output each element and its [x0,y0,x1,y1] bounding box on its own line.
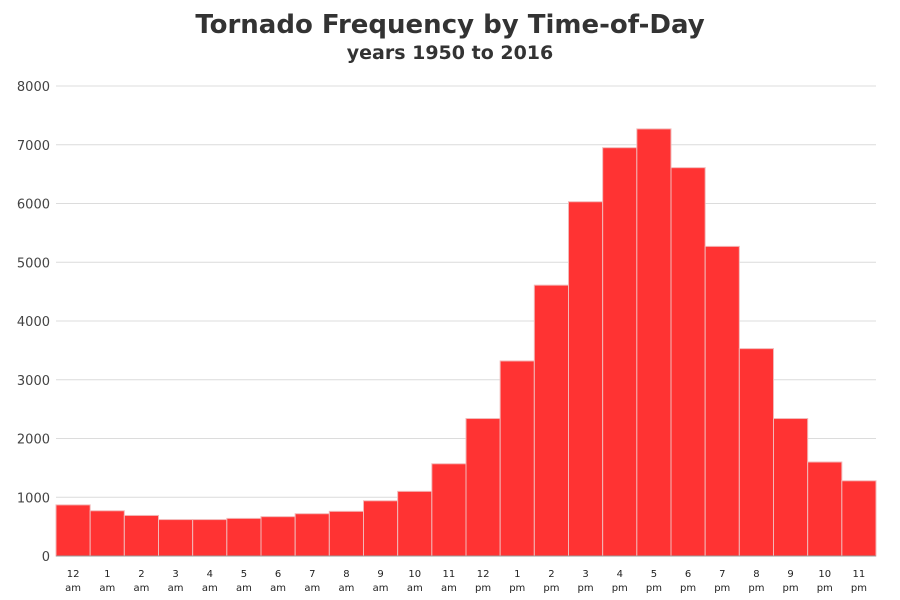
y-tick-label: 4000 [17,315,50,330]
x-tick-period: am [99,583,115,594]
y-tick-label: 7000 [17,139,50,154]
x-tick-period: pm [543,583,559,594]
bar [704,245,740,557]
x-tick-hour: 5 [241,569,247,580]
x-tick-hour: 1 [104,569,110,580]
bar [192,519,228,557]
x-tick-hour: 7 [309,569,315,580]
x-tick-period: pm [714,583,730,594]
bar [431,463,467,557]
bar [363,500,399,557]
x-tick-hour: 12 [477,569,490,580]
bars [55,128,877,557]
x-tick-hour: 9 [377,569,383,580]
x-tick-period: am [304,583,320,594]
x-tick-period: pm [851,583,867,594]
x-tick-hour: 12 [67,569,80,580]
x-tick-period: am [373,583,389,594]
x-tick-period: am [441,583,457,594]
bar [841,480,877,557]
x-tick-hour: 4 [617,569,623,580]
bar [499,360,535,557]
x-tick-hour: 10 [408,569,421,580]
x-tick-period: pm [646,583,662,594]
bar [636,128,672,557]
x-tick-period: am [407,583,423,594]
bar [55,504,91,557]
bar [328,510,365,557]
x-tick-hour: 7 [719,569,725,580]
bar [533,284,569,557]
x-tick-period: pm [817,583,833,594]
x-tick-period: am [133,583,149,594]
bar [670,167,706,557]
x-tick-period: am [338,583,354,594]
y-tick-label: 2000 [17,433,50,448]
y-tick-label: 3000 [17,374,50,389]
x-tick-period: am [236,583,252,594]
x-tick-hour: 9 [787,569,793,580]
x-tick-hour: 2 [548,569,554,580]
chart-title: Tornado Frequency by Time-of-Day [195,10,704,40]
chart-subtitle: years 1950 to 2016 [347,42,554,64]
y-axis-tick-labels: 0 1000 2000 3000 4000 5000 6000 7000 8000 [17,80,50,565]
x-tick-hour: 8 [343,569,349,580]
bar [738,348,774,557]
x-tick-hour: 2 [138,569,144,580]
x-tick-hour: 5 [651,569,657,580]
bar [123,514,160,557]
x-tick-hour: 3 [172,569,178,580]
bar [226,517,262,557]
bar [260,516,296,557]
bar [89,510,125,557]
x-tick-period: am [270,583,286,594]
x-tick-hour: 1 [514,569,520,580]
x-tick-period: am [168,583,184,594]
x-tick-hour: 6 [275,569,281,580]
x-tick-period: pm [578,583,594,594]
bar [568,201,604,557]
y-tick-label: 6000 [17,198,50,213]
y-tick-label: 1000 [17,491,50,506]
x-tick-period: pm [783,583,799,594]
x-tick-hour: 8 [753,569,759,580]
x-tick-hour: 11 [443,569,456,580]
x-tick-period: pm [612,583,628,594]
gridlines [56,85,876,498]
y-tick-label: 5000 [17,256,50,271]
x-tick-period: am [65,583,81,594]
x-tick-hour: 3 [582,569,588,580]
x-tick-hour: 6 [685,569,691,580]
bar [773,418,809,557]
x-tick-period: am [202,583,218,594]
x-tick-period: pm [475,583,491,594]
bar [294,513,330,557]
x-tick-hour: 10 [818,569,831,580]
x-axis-tick-labels: 12am1am2am3am4am5am6am7am8am9am10am11am1… [65,569,867,594]
x-tick-period: pm [748,583,764,594]
bar [602,147,638,557]
bar [158,519,194,557]
y-tick-label: 8000 [17,80,50,95]
y-tick-label: 0 [42,550,50,565]
bar [397,490,433,557]
bar [465,418,501,557]
bar [807,461,843,557]
x-tick-period: pm [680,583,696,594]
x-tick-hour: 4 [207,569,213,580]
x-tick-hour: 11 [853,569,866,580]
x-tick-period: pm [509,583,525,594]
